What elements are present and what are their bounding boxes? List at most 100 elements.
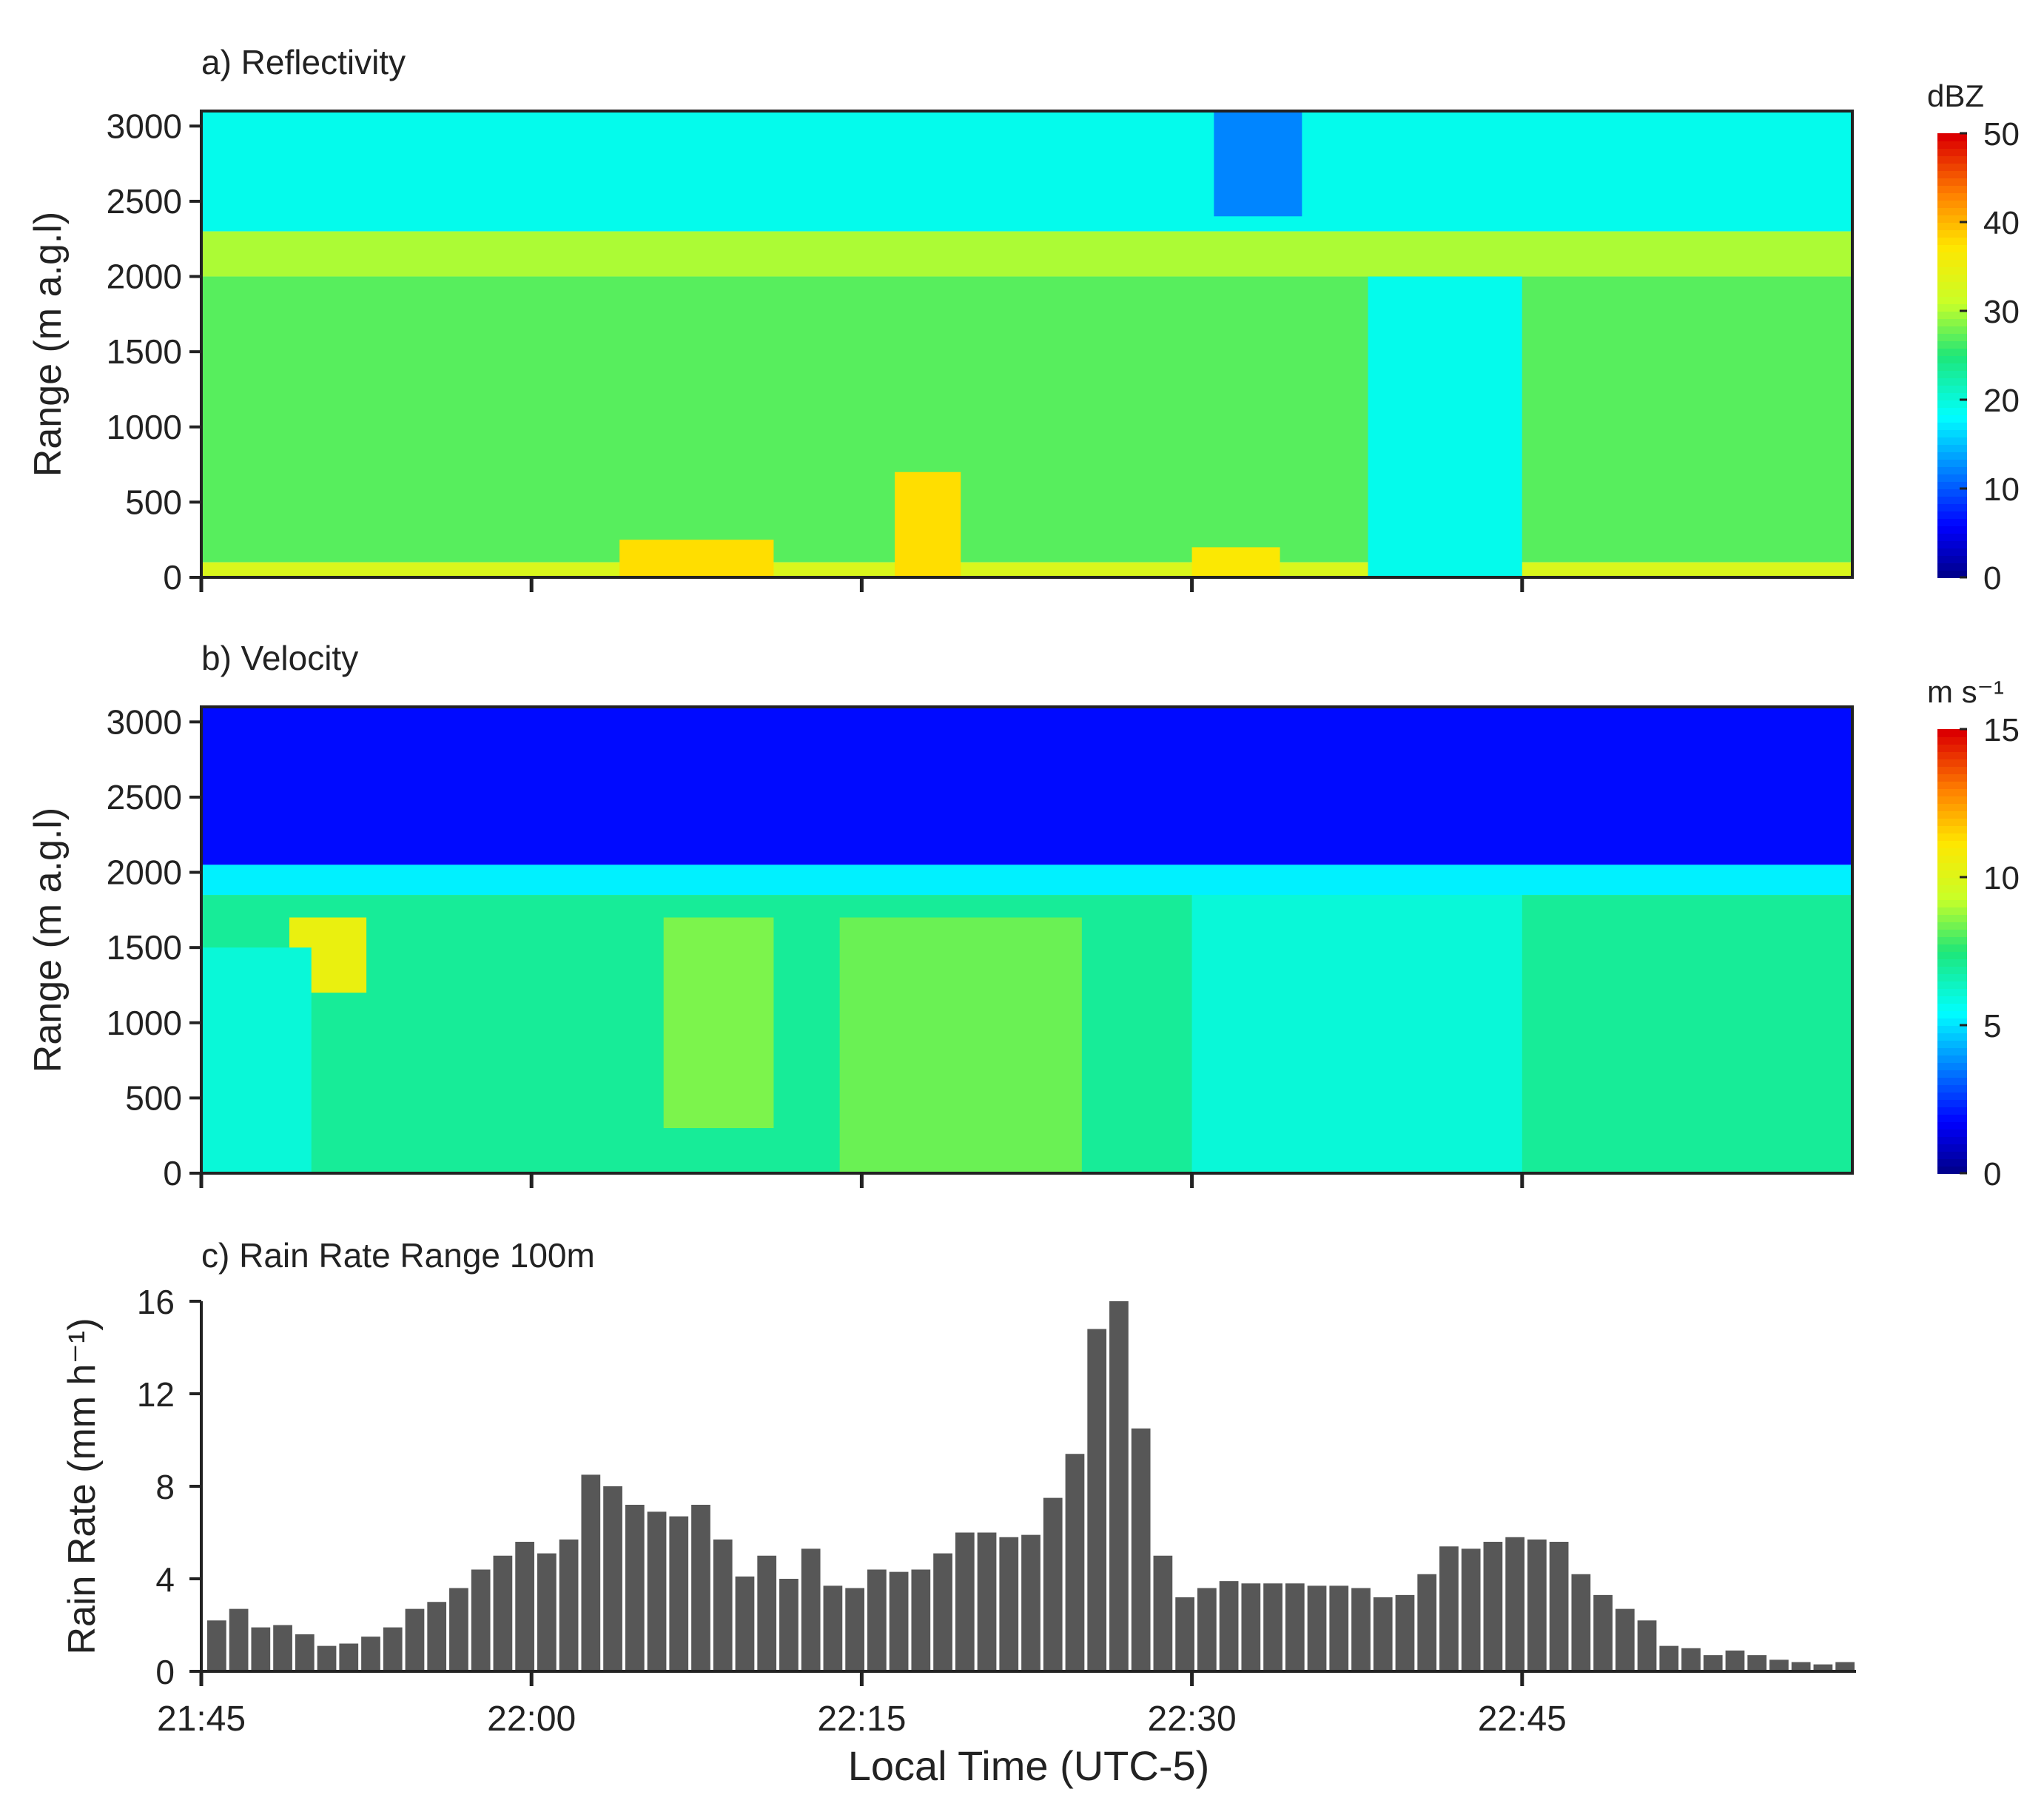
colorbar-segment — [1937, 511, 1967, 519]
y-tick-label: 2000 — [107, 853, 182, 892]
rain-rate-bar — [405, 1608, 425, 1671]
rain-rate-bar — [361, 1637, 380, 1671]
colorbar-segment — [1937, 422, 1967, 430]
colorbar-segment — [1937, 773, 1967, 782]
colorbar-segment — [1937, 1040, 1967, 1048]
colorbar-segment — [1937, 326, 1967, 334]
colorbar-segment — [1937, 392, 1967, 400]
y-tick-label: 4 — [155, 1560, 175, 1599]
colorbar-segment — [1937, 555, 1967, 563]
colorbar-segment — [1937, 796, 1967, 804]
rain-rate-bar — [1307, 1585, 1327, 1671]
velocity-colorbar: 0 5 10 15m s⁻¹ — [1927, 674, 2020, 1192]
heatmap-band — [201, 111, 1852, 232]
colorbar-segment — [1937, 244, 1967, 252]
colorbar-segment — [1937, 1025, 1967, 1033]
colorbar-segment — [1937, 1114, 1967, 1122]
panel-c-x-axis: 21:45 22:00 22:15 22:30 22:45 — [157, 1671, 1567, 1739]
heatmap-feature — [1214, 111, 1302, 217]
colorbar-segment — [1937, 148, 1967, 156]
rain-rate-bar — [1087, 1329, 1107, 1671]
rain-rate-bar — [625, 1505, 645, 1671]
colorbar-segment — [1937, 1010, 1967, 1018]
colorbar-segment — [1937, 833, 1967, 841]
colorbar-segment — [1937, 266, 1967, 275]
colorbar-segment — [1937, 929, 1967, 937]
panel-b-y-axis: 0 500 1000 1500 2000 2500 3000 — [107, 702, 201, 1192]
colorbar-segment — [1937, 1121, 1967, 1130]
panel-a-frame — [200, 110, 1854, 579]
colorbar-segment — [1937, 885, 1967, 893]
rain-rate-bar — [1769, 1659, 1789, 1671]
colorbar-segment — [1937, 1077, 1967, 1085]
colorbar-segment — [1937, 474, 1967, 482]
rain-rate-bar — [339, 1643, 359, 1671]
colorbar-segment — [1937, 1099, 1967, 1107]
rain-rate-bar — [713, 1539, 733, 1671]
panel-velocity: b) Velocity 0 500 1000 1500 2000 2500 3000 Ran… — [27, 639, 2020, 1192]
colorbar-segment — [1937, 496, 1967, 504]
colorbar-segment — [1937, 810, 1967, 819]
colorbar-tick-label: 20 — [1983, 383, 2020, 419]
panel-b-title: b) Velocity — [201, 639, 358, 677]
y-tick-label: 2500 — [107, 778, 182, 816]
colorbar-segment — [1937, 289, 1967, 297]
rain-rate-bar — [295, 1634, 315, 1671]
colorbar-segment — [1937, 459, 1967, 467]
colorbar-segment — [1937, 1144, 1967, 1152]
rain-rate-bar — [251, 1627, 271, 1671]
rain-rate-bar — [1263, 1583, 1282, 1671]
rain-rate-bar — [1813, 1664, 1833, 1671]
rain-rate-bar — [427, 1602, 447, 1671]
y-tick-label: 1500 — [107, 928, 182, 967]
rain-rate-bar — [229, 1608, 249, 1671]
y-tick-label: 8 — [155, 1468, 175, 1506]
colorbar-segment — [1937, 966, 1967, 974]
heatmap-feature — [1191, 547, 1280, 577]
colorbar-segment — [1937, 415, 1967, 423]
heatmap-feature — [839, 917, 1082, 1173]
colorbar-segment — [1937, 452, 1967, 460]
colorbar-segment — [1937, 1129, 1967, 1137]
colorbar-tick-label: 0 — [1983, 1156, 2001, 1192]
rain-rate-bar — [493, 1555, 513, 1671]
y-tick-label: 1500 — [107, 332, 182, 371]
colorbar-segment — [1937, 222, 1967, 230]
rain-rate-bar — [647, 1511, 667, 1671]
colorbar-segment — [1937, 215, 1967, 223]
rain-rate-bar — [1285, 1583, 1305, 1671]
y-tick-label: 12 — [137, 1375, 175, 1414]
rain-rate-bar — [1747, 1655, 1767, 1671]
colorbar-segment — [1937, 759, 1967, 767]
rain-rate-bar — [977, 1532, 997, 1671]
rain-rate-bar — [1703, 1655, 1723, 1671]
rain-rate-bar — [691, 1505, 710, 1671]
heatmap-feature — [1191, 895, 1522, 1173]
rain-rate-bar — [1153, 1555, 1173, 1671]
panel-c-y-label: Rain Rate (mm h⁻¹) — [61, 1318, 104, 1654]
x-tick-label: 22:45 — [1478, 1699, 1567, 1739]
heatmap-band — [201, 562, 1852, 577]
panel-a-x-axis — [199, 577, 1524, 592]
heatmap-band — [201, 707, 1852, 865]
rain-rate-bar — [1681, 1648, 1701, 1671]
colorbar-segment — [1937, 988, 1967, 996]
colorbar-segment — [1937, 862, 1967, 870]
y-tick-label: 16 — [137, 1283, 175, 1321]
colorbar-segment — [1937, 281, 1967, 289]
panel-rain-rate: c) Rain Rate Range 100m 0 4 8 12 16 21:45 22:… — [61, 1236, 1856, 1789]
rain-rate-bar — [999, 1537, 1019, 1671]
y-tick-label: 2500 — [107, 182, 182, 221]
colorbar-segment — [1937, 914, 1967, 922]
colorbar-segment — [1937, 303, 1967, 312]
rain-rate-bar — [1109, 1301, 1129, 1671]
x-tick-label: 22:30 — [1148, 1699, 1237, 1739]
rain-rate-bar — [779, 1579, 799, 1671]
colorbar-segment — [1937, 229, 1967, 238]
rain-rate-bar — [757, 1555, 777, 1671]
colorbar-segment — [1937, 1018, 1967, 1026]
heatmap-band — [201, 231, 1852, 277]
panel-c-y-axis: 0 4 8 12 16 — [137, 1283, 201, 1691]
heatmap-band — [201, 276, 1852, 563]
rain-rate-bar — [801, 1548, 821, 1671]
